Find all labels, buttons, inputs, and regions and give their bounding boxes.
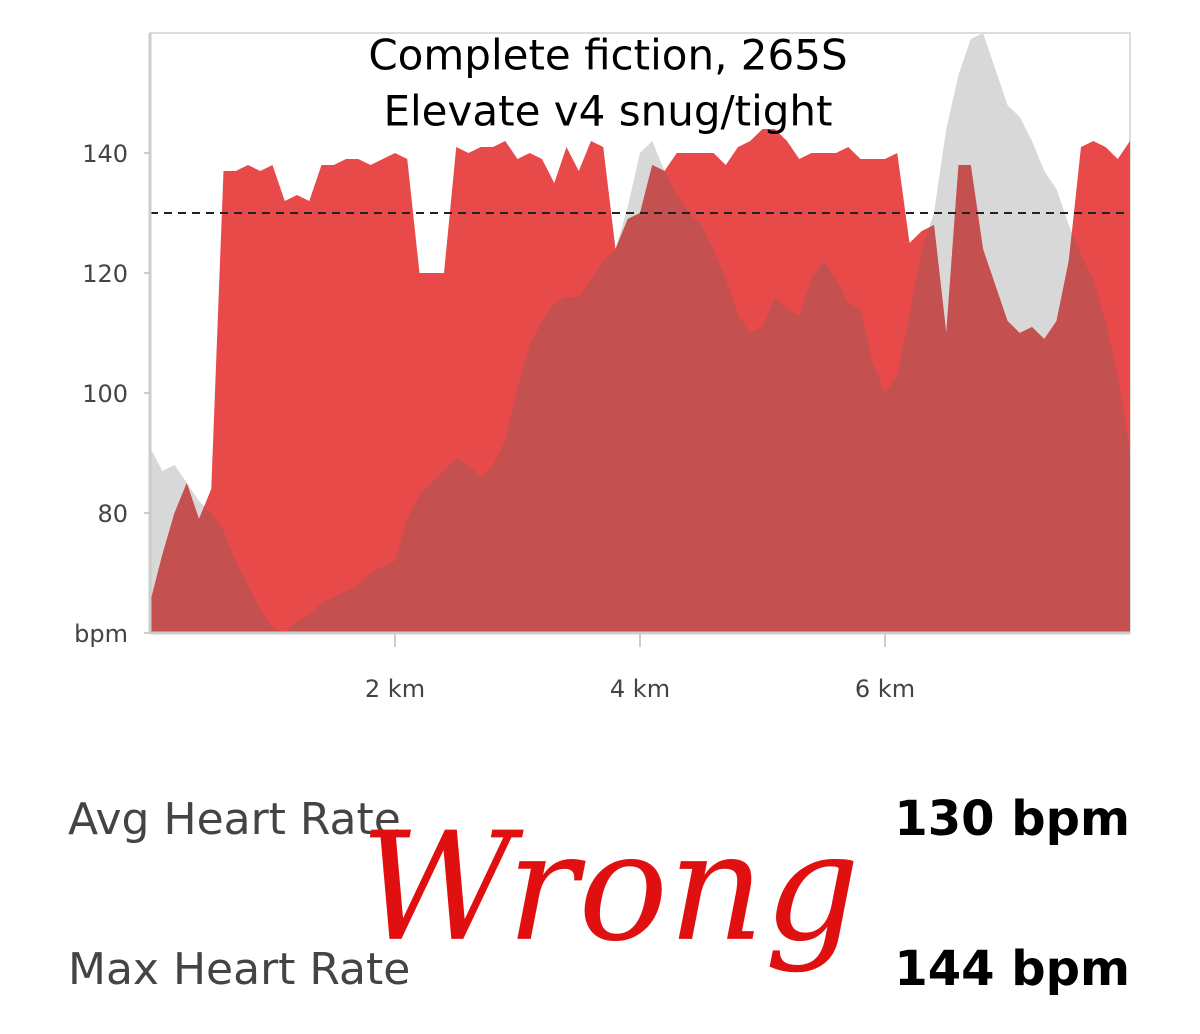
x-tick-label: 4 km — [610, 675, 670, 703]
plot: bpm 80 100 120 140 2 km 4 km 6 km — [74, 32, 1131, 703]
y-tick-label: bpm — [74, 620, 128, 648]
stat-value: 144 bpm — [894, 941, 1130, 997]
y-tick-label: 140 — [82, 140, 128, 168]
overlap-area — [150, 129, 1130, 633]
annotation: Elevate v4 snug/tight — [383, 87, 832, 136]
x-tick-label: 2 km — [365, 675, 425, 703]
x-tick-label: 6 km — [855, 675, 915, 703]
y-tick-label: 100 — [82, 380, 128, 408]
stat-label: Avg Heart Rate — [68, 794, 401, 845]
handwritten-note: Wrong — [360, 801, 860, 975]
stat-value: 130 bpm — [894, 791, 1130, 847]
stat-label: Max Heart Rate — [68, 944, 410, 995]
y-tick-label: 80 — [97, 500, 128, 528]
annotation: Complete fiction, 265S — [368, 31, 847, 80]
y-tick-label: 120 — [82, 260, 128, 288]
